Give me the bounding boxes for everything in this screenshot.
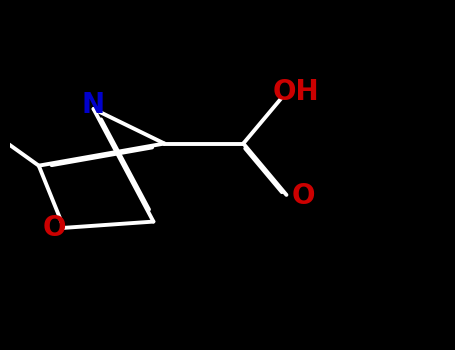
Text: O: O <box>292 182 316 210</box>
Text: OH: OH <box>272 78 319 106</box>
Text: O: O <box>43 214 66 242</box>
Text: N: N <box>82 91 105 119</box>
